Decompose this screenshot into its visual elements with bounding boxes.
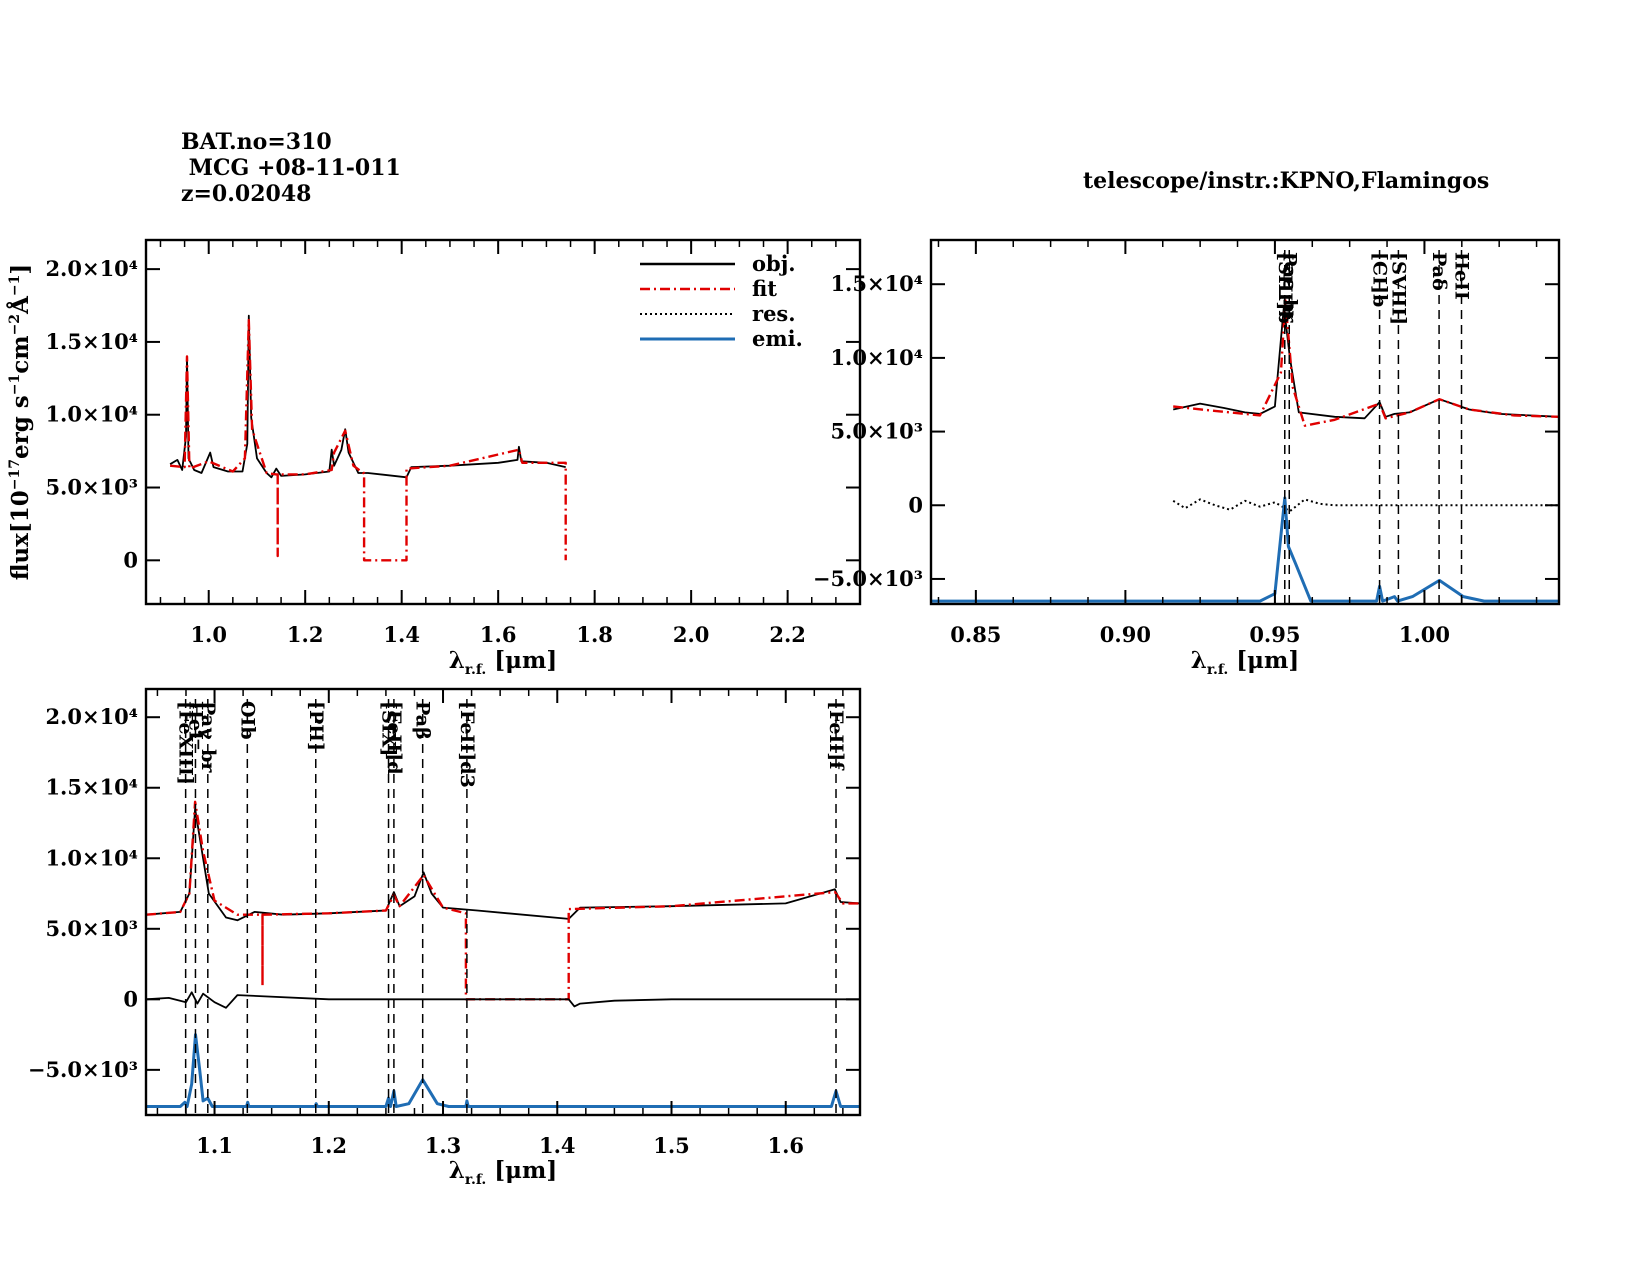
y-tick-label: 1.5×10⁴ [830, 271, 923, 296]
emission-line-label: [SVIII] [1387, 252, 1409, 325]
series-obj [1173, 305, 1559, 420]
y-tick-label: 1.0×10⁴ [45, 402, 138, 427]
y-tick-label: 0 [908, 492, 923, 517]
legend: obj. fit res. emi. [640, 251, 803, 351]
panel-zoom-095: 0.85 0.90 0.95 1.00 −5.0×10³ 0 5.0×10³ 1.0×10⁴ 1… [813, 238, 1561, 678]
y-tick-label: 1.5×10⁴ [45, 775, 138, 800]
legend-label-res: res. [752, 301, 796, 326]
y-tick-label: −5.0×10³ [28, 1057, 138, 1082]
y-tick-label: 1.5×10⁴ [45, 329, 138, 354]
emission-line-label: [FeII]f [825, 701, 847, 771]
panel-zoom-jband: 1.1 1.2 1.3 1.4 1.5 1.6 −5.0×10³ 0 5.0×10³ 1.0×10… [28, 687, 862, 1188]
series-fit [169, 318, 567, 562]
series-res [1172, 498, 1559, 513]
y-tick-label: 1.0×10⁴ [830, 345, 923, 370]
x-tick-label: 1.00 [1399, 622, 1450, 647]
emission-line-label: HeII [1451, 252, 1473, 300]
y-tick-label: 5.0×10³ [830, 419, 923, 444]
emission-line-label: [PII] [305, 701, 327, 751]
emission-line-label: [FeII]d3 [456, 701, 478, 788]
x-tick-label: 0.95 [1249, 622, 1300, 647]
x-tick-label: 1.4 [539, 1133, 576, 1158]
emission-line-label: [FeII]d [383, 701, 405, 775]
series-obj [169, 314, 566, 479]
legend-label-emi: emi. [752, 326, 803, 351]
legend-label-fit: fit [752, 276, 777, 301]
y-axis-label: flux[10−17erg s−1cm−2Å−1] [7, 264, 34, 581]
series-emi [931, 496, 1559, 603]
x-tick-label: 1.2 [287, 622, 324, 647]
x-tick-label: 1.5 [653, 1133, 690, 1158]
emission-line-label: Paβ [412, 701, 434, 740]
x-tick-label: 2.0 [673, 622, 710, 647]
series-fit [1173, 299, 1559, 427]
y-tick-label: 0 [123, 986, 138, 1011]
x-tick-label: 2.2 [769, 622, 806, 647]
x-tick-label: 1.3 [425, 1133, 462, 1158]
x-tick-label: 0.90 [1100, 622, 1151, 647]
x-tick-label: 1.8 [576, 622, 613, 647]
emission-line-label: OIb [236, 701, 258, 740]
y-tick-label: −5.0×10³ [813, 566, 923, 591]
plot-frame [144, 238, 862, 606]
x-tick-label: 1.2 [311, 1133, 348, 1158]
y-tick-label: 1.0×10⁴ [45, 845, 138, 870]
emission-line-label: [CI]b [1369, 252, 1391, 307]
y-tick-label: 5.0×10³ [45, 475, 138, 500]
y-tick-label: 2.0×10⁴ [45, 704, 138, 729]
series-obj [146, 808, 860, 922]
redshift: z=0.02048 [181, 181, 311, 207]
object-name: MCG +08-11-011 [181, 155, 401, 181]
series-emi [146, 1033, 860, 1108]
x-tick-label: 1.6 [480, 622, 517, 647]
panel-full-spectrum: 1.0 1.2 1.4 1.6 1.8 2.0 2.2 0 5.0×10³ 1.0×10⁴ 1.5×… [7, 238, 862, 678]
series-fit [146, 800, 860, 1001]
emission-line-label: Paε_br [1278, 252, 1300, 323]
emission-line-label: [SIII]b [1274, 252, 1296, 324]
plot-frame [929, 238, 1561, 606]
emission-line-label: Paγ_br [197, 701, 219, 773]
x-tick-label: 0.85 [950, 622, 1001, 647]
x-axis-label: λr.f. [μm] [449, 1157, 557, 1188]
y-tick-label: 2.0×10⁴ [45, 256, 138, 281]
emission-line-label: [FeXIII] [175, 701, 197, 785]
x-axis-label: λr.f. [μm] [1191, 647, 1299, 678]
legend-label-obj: obj. [752, 251, 796, 276]
x-axis-label: λr.f. [μm] [449, 647, 557, 678]
bat-number: BAT.no=310 [181, 129, 332, 155]
emission-line-label: Paδ [1428, 252, 1450, 291]
y-tick-label: 0 [123, 547, 138, 572]
x-tick-label: 1.4 [383, 622, 420, 647]
telescope-instrument: telescope/instr.:KPNO,Flamingos [1083, 168, 1489, 194]
x-tick-label: 1.0 [190, 622, 227, 647]
y-tick-label: 5.0×10³ [45, 916, 138, 941]
emission-line-label: HeI [184, 701, 206, 740]
x-tick-label: 1.6 [767, 1133, 804, 1158]
series-res [146, 991, 860, 1009]
plot-frame [144, 687, 862, 1117]
x-tick-label: 1.1 [196, 1133, 233, 1158]
